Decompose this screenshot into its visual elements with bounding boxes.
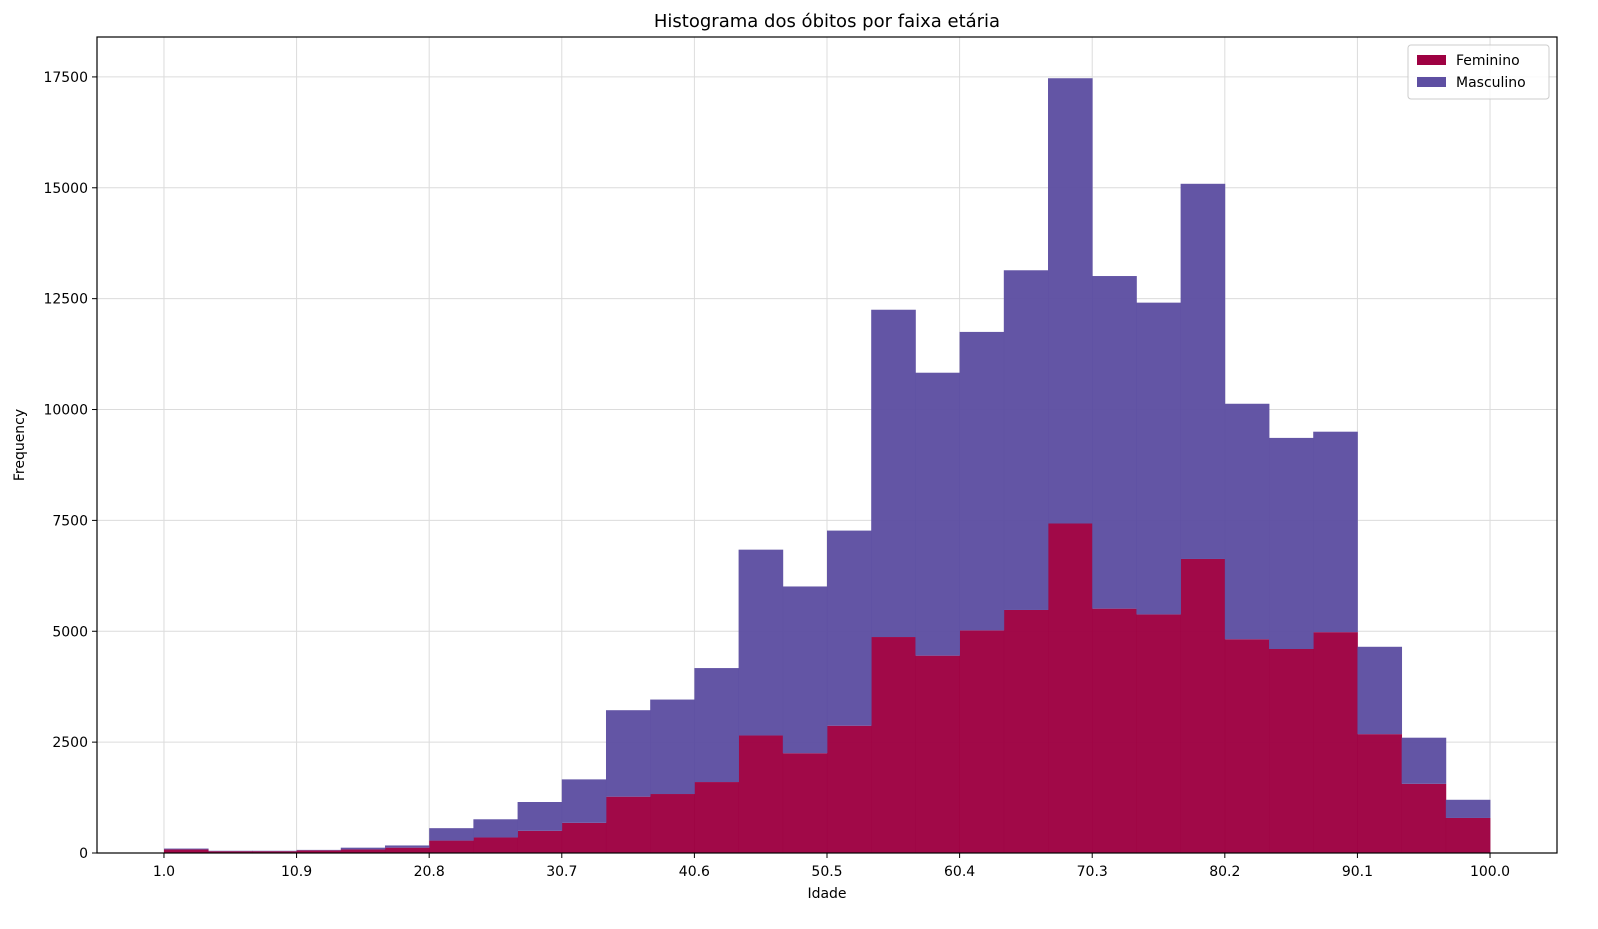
x-tick-label: 60.4 [944,864,975,880]
bar-masculino-22 [1136,302,1182,615]
bar-feminino-5 [384,847,430,853]
bar-masculino-10 [605,710,651,797]
y-tick-label: 0 [79,846,88,862]
bar-masculino-19 [1003,270,1049,610]
bar-feminino-19 [1003,609,1049,853]
bar-feminino-21 [1092,608,1137,853]
bar-feminino-10 [605,796,651,853]
x-tick-label: 90.1 [1342,864,1373,880]
bar-feminino-16 [871,637,916,853]
bar-masculino-29 [1445,799,1491,818]
x-tick-label: 50.5 [811,864,842,880]
y-tick-label: 7500 [52,513,88,529]
legend-swatch-masculino [1417,77,1446,87]
y-tick-label: 5000 [52,624,88,640]
bar-feminino-26 [1313,632,1358,853]
bar-feminino-15 [827,725,872,853]
x-axis-label: Idade [807,886,846,902]
bar-masculino-8 [517,802,563,831]
y-tick-label: 2500 [52,735,88,751]
legend: Feminino Masculino [1407,44,1550,100]
x-tick-label: 70.3 [1077,864,1108,880]
bar-feminino-7 [473,837,518,853]
legend-label-masculino: Masculino [1456,75,1526,91]
bar-feminino-0 [163,849,209,853]
bar-masculino-11 [650,699,695,795]
y-tick-label: 17500 [43,70,88,86]
bar-feminino-27 [1357,734,1403,853]
bar-feminino-6 [429,840,474,853]
bar-masculino-4 [340,847,386,850]
legend-swatch-feminino [1417,55,1446,65]
x-tick-label: 30.7 [546,864,577,880]
bar-masculino-23 [1180,183,1226,559]
bar-feminino-28 [1401,783,1447,853]
ticks: 1.0 10.9 20.8 30.7 40.6 50.5 60.4 70.3 80.2 90.1 1… [43,70,1510,880]
bar-masculino-17 [915,372,961,656]
bar-masculino-12 [694,668,739,783]
bar-masculino-27 [1357,646,1403,735]
bar-feminino-20 [1048,523,1093,853]
bar-feminino-25 [1269,649,1314,853]
x-tick-label: 20.8 [414,864,445,880]
bar-feminino-2 [252,851,297,853]
x-tick-label: 10.9 [281,864,312,880]
bar-feminino-13 [738,735,784,853]
bar-masculino-21 [1092,276,1137,609]
bar-masculino-26 [1313,431,1358,633]
bar-masculino-7 [473,819,518,838]
bar-feminino-8 [517,830,563,853]
chart-title: Histograma dos óbitos por faixa etária [654,11,1000,32]
bar-feminino-29 [1445,817,1491,853]
bar-masculino-24 [1224,403,1270,640]
bar-masculino-16 [871,309,916,638]
x-tick-label: 40.6 [679,864,710,880]
bar-feminino-12 [694,782,739,853]
bar-feminino-1 [208,851,253,853]
legend-label-feminino: Feminino [1456,53,1520,69]
bar-masculino-5 [384,845,430,848]
bar-feminino-22 [1136,614,1182,853]
bar-feminino-17 [915,655,961,853]
bar-masculino-15 [827,530,872,726]
x-tick-label: 80.2 [1209,864,1240,880]
bar-feminino-14 [782,753,828,853]
y-tick-label: 10000 [43,403,88,419]
bar-masculino-13 [738,549,784,736]
bar-feminino-18 [959,630,1005,853]
bar-masculino-14 [782,586,828,754]
bar-masculino-25 [1269,437,1314,649]
bar-feminino-24 [1224,639,1270,853]
x-tick-label: 100.0 [1470,864,1510,880]
y-axis-label: Frequency [12,409,28,481]
bars [163,78,1491,853]
x-tick-label: 1.0 [153,864,175,880]
bar-masculino-6 [429,828,474,841]
bar-feminino-23 [1180,558,1226,853]
bar-masculino-9 [561,779,607,823]
bar-masculino-20 [1048,78,1093,524]
bar-masculino-18 [959,331,1005,631]
bar-feminino-11 [650,794,695,853]
bar-feminino-9 [561,822,607,853]
bar-feminino-3 [296,850,342,853]
y-tick-label: 12500 [43,292,88,308]
bar-masculino-28 [1401,737,1447,784]
bar-masculino-0 [163,848,209,850]
bar-feminino-4 [340,849,386,853]
y-tick-label: 15000 [43,181,88,197]
